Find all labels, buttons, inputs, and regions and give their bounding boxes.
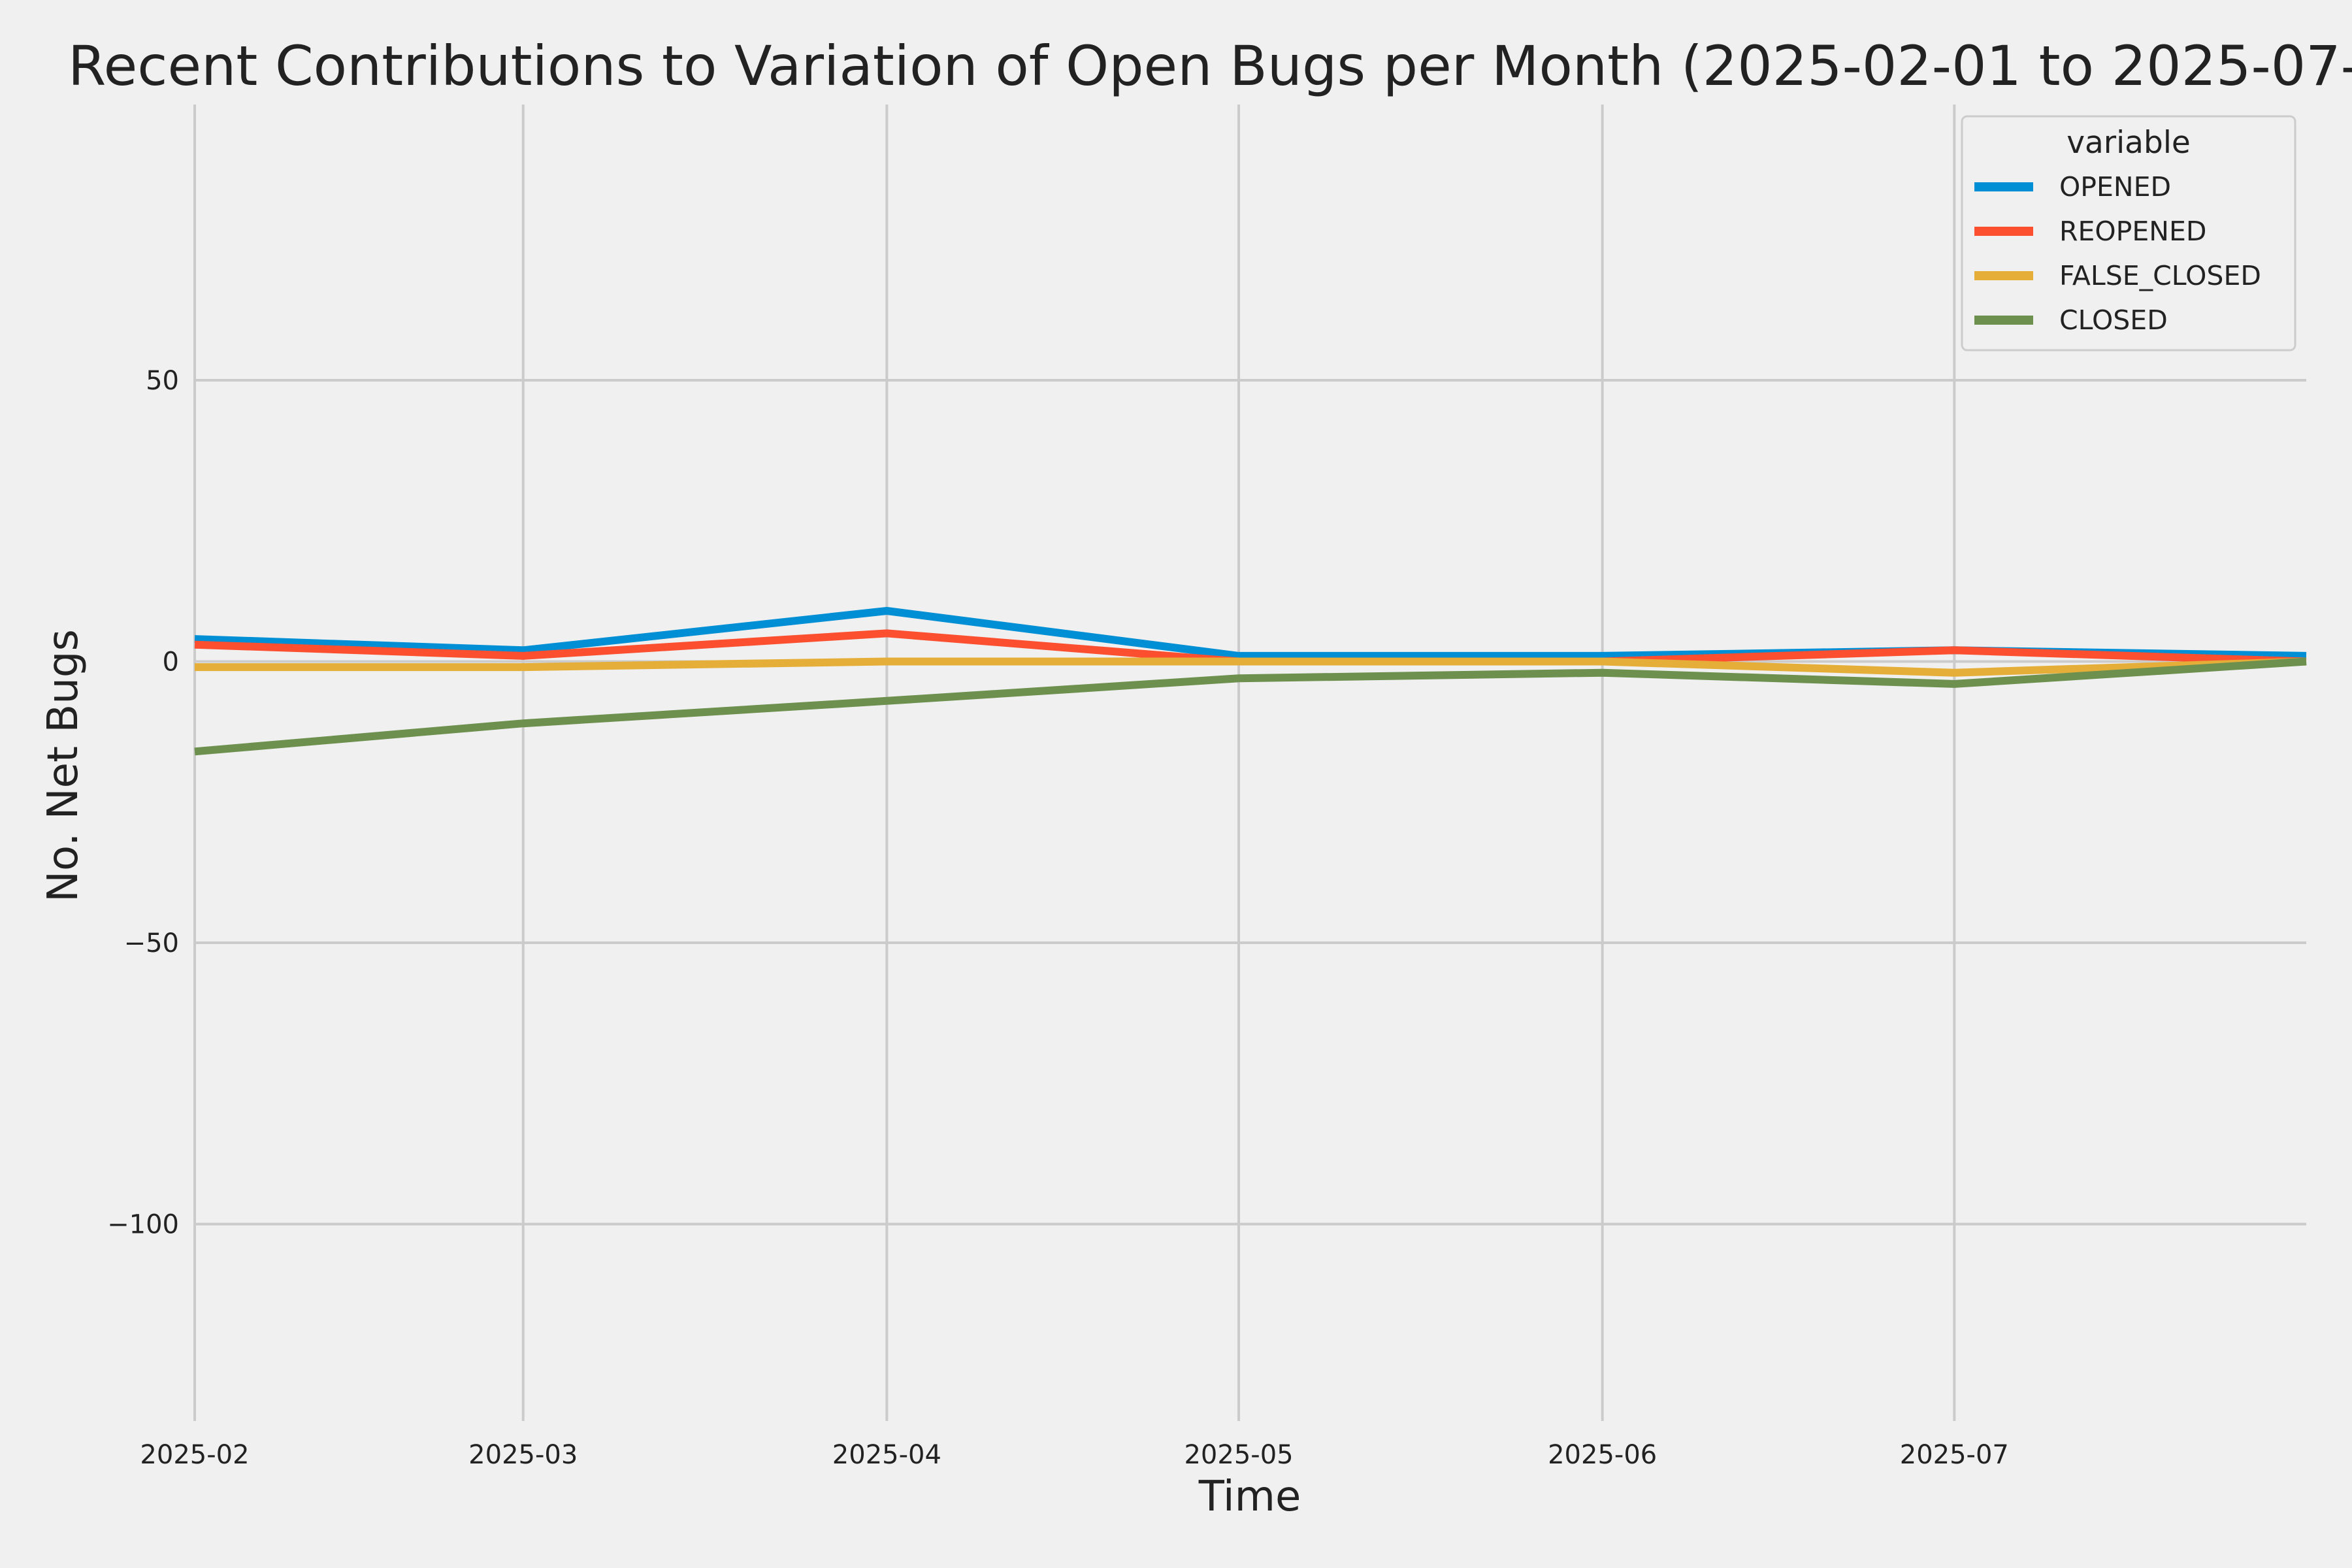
series-lines [194, 607, 2307, 756]
x-tick-label: 2025-04 [832, 1440, 941, 1470]
y-tick-label: 50 [146, 366, 179, 396]
y-tick-label: 0 [163, 647, 179, 678]
x-tick-label: 2025-07 [1900, 1440, 2009, 1470]
legend-label: OPENED [2059, 171, 2171, 203]
y-tick-label: −100 [107, 1210, 179, 1240]
x-axis-label: Time [1198, 1473, 1301, 1521]
legend-label: REOPENED [2059, 216, 2206, 247]
series-line-closed [194, 657, 2307, 756]
tick-labels: 50 0 −50 −100 2025-02 2025-03 2025-04 2025-05 20… [107, 366, 2009, 1470]
series-line-false-closed [195, 657, 2307, 677]
chart-title: Recent Contributions to Variation of Ope… [68, 34, 2352, 98]
y-tick-label: −50 [124, 928, 179, 958]
legend-items: OPENED REOPENED FALSE_CLOSED CLOSED [1974, 171, 2261, 336]
y-axis-label: No. Net Bugs [39, 629, 88, 902]
x-tick-label: 2025-05 [1184, 1440, 1293, 1470]
legend-label: CLOSED [2059, 304, 2168, 336]
legend-title: variable [2066, 125, 2191, 161]
x-tick-label: 2025-03 [468, 1440, 578, 1470]
legend: variable OPENED REOPENED FALSE_CLOSED CLOSE… [1961, 115, 2296, 351]
legend-label: FALSE_CLOSED [2059, 260, 2261, 291]
x-tick-label: 2025-06 [1548, 1440, 1657, 1470]
x-tick-label: 2025-02 [140, 1440, 249, 1470]
legend-box [1961, 115, 2296, 351]
